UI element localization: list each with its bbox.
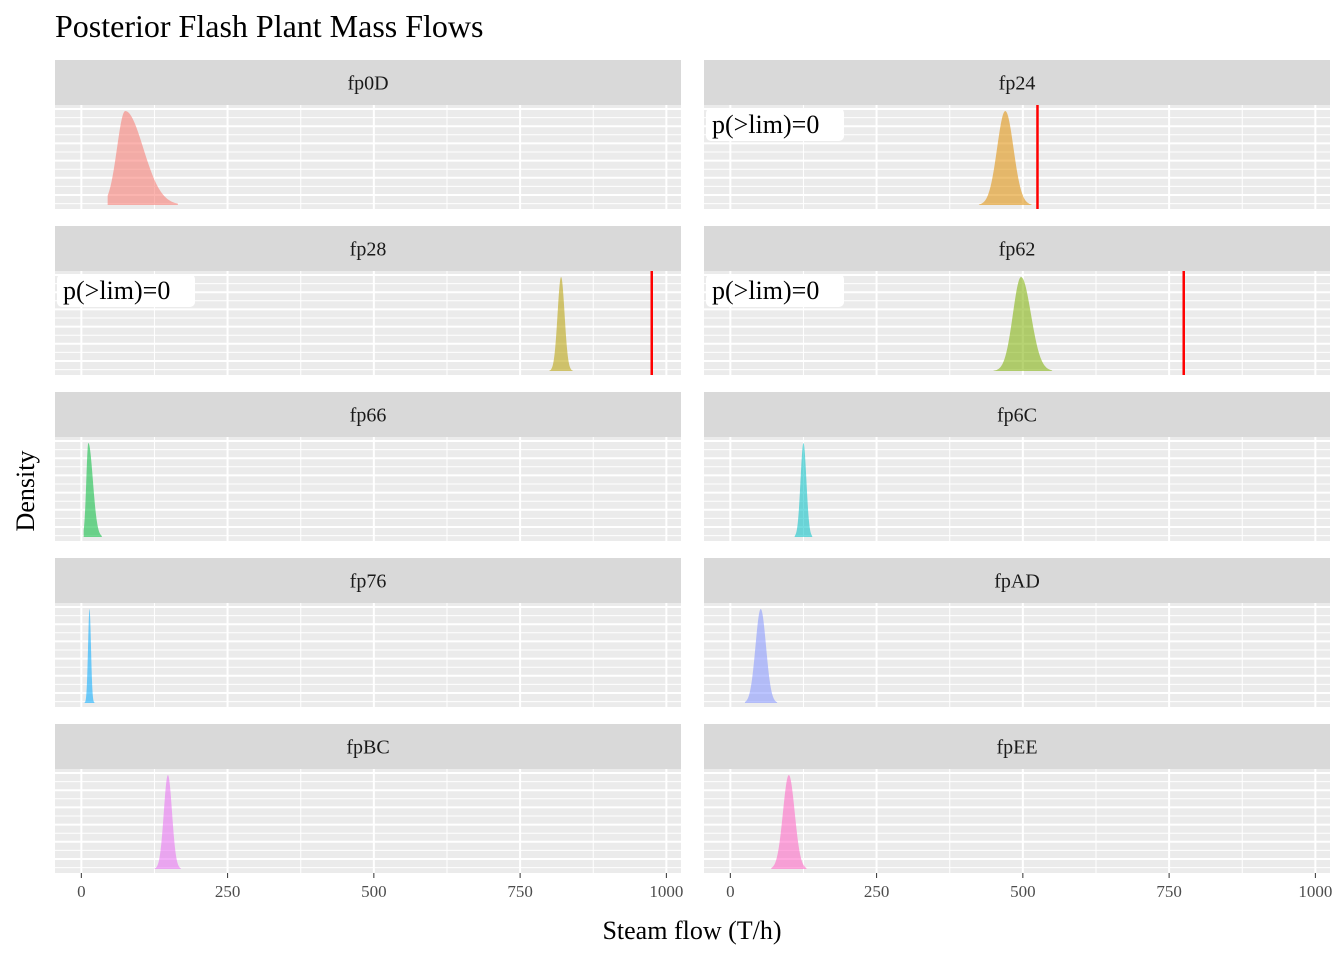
facet-strip-label: fpAD bbox=[994, 571, 1040, 593]
x-tick-label: 750 bbox=[507, 882, 533, 901]
facet-strip-label: fp28 bbox=[350, 239, 387, 261]
x-axis-title: Steam flow (T/h) bbox=[602, 916, 781, 945]
density-area-fp6C bbox=[794, 443, 813, 537]
facet-strip bbox=[704, 558, 1330, 603]
density-area-fpEE bbox=[771, 775, 807, 869]
facet-panels: fp0D fp24 p(>lim)=0 fp28 p(>lim)=0 fp62 p(>lim… bbox=[55, 60, 1332, 901]
probability-annotation: p(>lim)=0 bbox=[706, 274, 844, 307]
panel-background bbox=[704, 769, 1330, 873]
density-area-fp28 bbox=[549, 277, 573, 371]
facet-strip bbox=[55, 60, 681, 105]
facet-panel-fp0D: fp0D bbox=[55, 60, 681, 209]
density-area-fp24 bbox=[978, 111, 1032, 205]
facet-strip-label: fp6C bbox=[997, 405, 1037, 427]
facet-strip-label: fp24 bbox=[999, 73, 1036, 95]
x-tick-label: 750 bbox=[1156, 882, 1182, 901]
facet-panel-fp6C: fp6C bbox=[704, 392, 1330, 541]
facet-panel-fpAD: fpAD bbox=[704, 558, 1330, 707]
facet-strip-label: fp76 bbox=[350, 571, 387, 593]
x-tick-label: 1000 bbox=[1298, 882, 1332, 901]
facet-strip-label: fp0D bbox=[347, 73, 388, 95]
annotation-text: p(>lim)=0 bbox=[712, 276, 819, 305]
facet-panel-fpEE: fpEE 0 250 500 750 1000 bbox=[704, 724, 1332, 901]
x-tick-label: 0 bbox=[726, 882, 735, 901]
facet-strip bbox=[704, 60, 1330, 105]
panel-background bbox=[55, 769, 681, 873]
facet-strip bbox=[704, 392, 1330, 437]
density-area-fpBC bbox=[154, 775, 181, 869]
annotation-box bbox=[57, 274, 195, 307]
facet-strip bbox=[704, 226, 1330, 271]
x-tick-label: 250 bbox=[864, 882, 890, 901]
x-tick-label: 500 bbox=[361, 882, 387, 901]
annotation-box bbox=[706, 108, 844, 141]
x-tick-label: 0 bbox=[77, 882, 86, 901]
probability-annotation: p(>lim)=0 bbox=[57, 274, 195, 307]
facet-strip-label: fp62 bbox=[999, 239, 1036, 261]
annotation-text: p(>lim)=0 bbox=[712, 110, 819, 139]
chart-title: Posterior Flash Plant Mass Flows bbox=[55, 8, 483, 44]
probability-annotation: p(>lim)=0 bbox=[706, 108, 844, 141]
facet-panel-fpBC: fpBC 0 250 500 750 1000 bbox=[55, 724, 683, 901]
annotation-box bbox=[706, 274, 844, 307]
density-area-fp0D bbox=[107, 111, 178, 205]
facet-panel-fp62: fp62 p(>lim)=0 bbox=[704, 226, 1330, 375]
annotation-text: p(>lim)=0 bbox=[63, 276, 170, 305]
panel-background bbox=[704, 603, 1330, 707]
facet-strip bbox=[55, 392, 681, 437]
facet-strip bbox=[55, 558, 681, 603]
density-area-fp66 bbox=[83, 443, 102, 537]
x-tick-label: 500 bbox=[1010, 882, 1036, 901]
facet-strip-label: fpEE bbox=[996, 737, 1037, 759]
facet-panel-fp24: fp24 p(>lim)=0 bbox=[704, 60, 1330, 209]
facet-panel-fp28: fp28 p(>lim)=0 bbox=[55, 226, 681, 375]
facet-panel-fp76: fp76 bbox=[55, 558, 681, 707]
x-tick-label: 250 bbox=[215, 882, 241, 901]
panel-background bbox=[55, 603, 681, 707]
density-area-fp76 bbox=[84, 609, 96, 703]
y-axis-title: Density bbox=[11, 451, 40, 532]
density-area-fp62 bbox=[993, 277, 1053, 371]
facet-strip-label: fpBC bbox=[346, 737, 389, 759]
density-area-fpAD bbox=[744, 609, 778, 703]
facet-strip bbox=[55, 226, 681, 271]
facet-strip bbox=[55, 724, 681, 769]
panel-background bbox=[55, 437, 681, 541]
facet-panel-fp66: fp66 bbox=[55, 392, 681, 541]
facet-strip bbox=[704, 724, 1330, 769]
facet-strip-label: fp66 bbox=[350, 405, 387, 427]
x-tick-label: 1000 bbox=[649, 882, 683, 901]
